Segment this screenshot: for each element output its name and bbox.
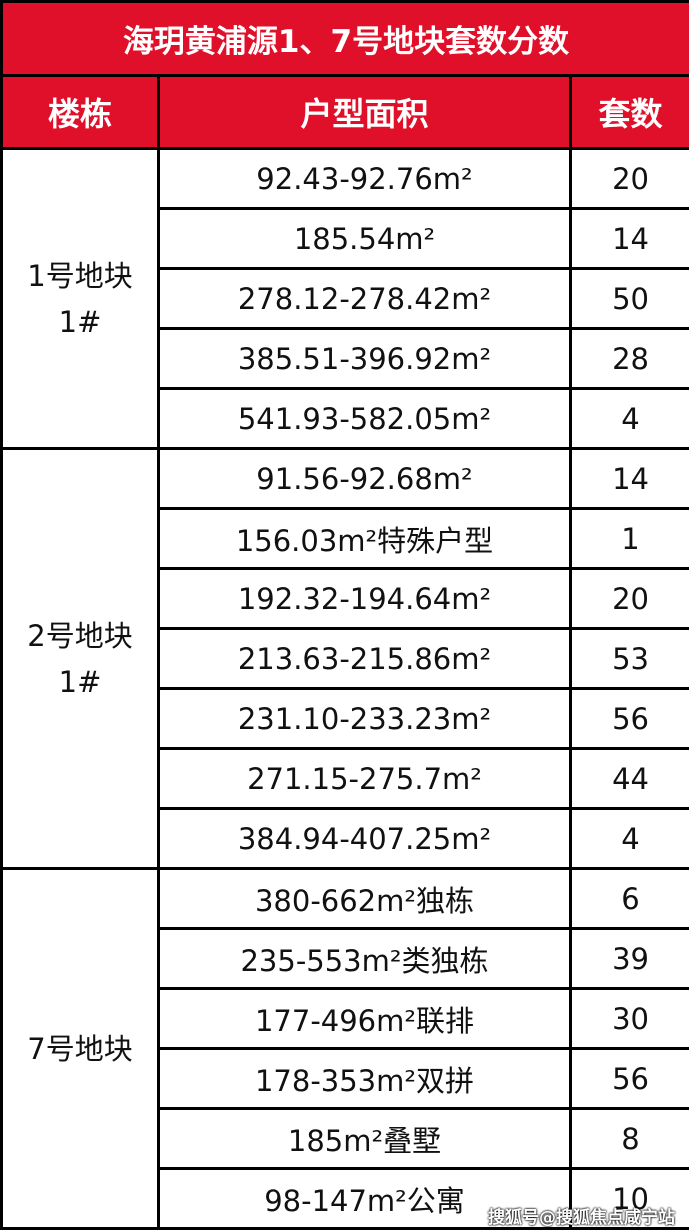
table-row: 185.54m² 14 [2, 207, 689, 270]
table-row: 278.12-278.42m² 50 [2, 267, 689, 330]
building-name: 2号地块 [27, 618, 133, 653]
table-row: 231.10-233.23m² 56 [2, 687, 689, 750]
building-cell: 1号地块 1# [0, 147, 160, 450]
area-cell: 156.03m²特殊户型 [157, 507, 572, 570]
table-row: 178-353m²双拼 56 [2, 1047, 689, 1110]
table-row: 7号地块 380-662m²独栋 6 [0, 867, 689, 1230]
count-cell: 4 [568, 387, 689, 450]
header-count: 套数 [568, 74, 689, 150]
count-cell: 20 [568, 567, 689, 630]
building-cell: 2号地块 1# [0, 447, 160, 870]
area-cell: 231.10-233.23m² [157, 687, 572, 750]
count-cell: 10 [568, 1167, 689, 1230]
count-cell: 8 [568, 1107, 689, 1170]
area-cell: 98-147m²公寓 [157, 1167, 572, 1230]
area-cell: 278.12-278.42m² [157, 267, 572, 330]
count-cell: 1 [568, 507, 689, 570]
count-cell: 56 [568, 687, 689, 750]
area-cell: 192.32-194.64m² [157, 567, 572, 630]
table-row: 541.93-582.05m² 4 [2, 387, 689, 450]
area-cell: 91.56-92.68m² [157, 447, 572, 510]
count-cell: 53 [568, 627, 689, 690]
table-title: 海玥黄浦源1、7号地块套数分数 [0, 0, 689, 77]
area-cell: 185m²叠墅 [157, 1107, 572, 1170]
building-name: 7号地块 [27, 1031, 133, 1066]
area-cell: 271.15-275.7m² [157, 747, 572, 810]
table-row: 98-147m²公寓 10 [2, 1167, 689, 1230]
area-cell: 235-553m²类独栋 [157, 927, 572, 990]
area-cell: 380-662m²独栋 [157, 867, 572, 930]
area-cell: 213.63-215.86m² [157, 627, 572, 690]
count-cell: 14 [568, 207, 689, 270]
table-row: 177-496m²联排 30 [2, 987, 689, 1050]
area-cell: 177-496m²联排 [157, 987, 572, 1050]
count-cell: 50 [568, 267, 689, 330]
table-row: 271.15-275.7m² 44 [2, 747, 689, 810]
count-cell: 6 [568, 867, 689, 930]
count-cell: 14 [568, 447, 689, 510]
building-sub: 1# [58, 304, 102, 339]
count-cell: 56 [568, 1047, 689, 1110]
area-cell: 541.93-582.05m² [157, 387, 572, 450]
area-cell: 92.43-92.76m² [157, 147, 572, 210]
header-building: 楼栋 [0, 74, 160, 150]
table-row: 1号地块 1# 92.43-92.76m² 20 [0, 147, 689, 450]
header-area: 户型面积 [157, 74, 572, 150]
table-row: 213.63-215.86m² 53 [2, 627, 689, 690]
table-row: 192.32-194.64m² 20 [2, 567, 689, 630]
table-row: 385.51-396.92m² 28 [2, 327, 689, 390]
building-name: 1号地块 [27, 258, 133, 293]
table-row: 185m²叠墅 8 [2, 1107, 689, 1170]
area-cell: 384.94-407.25m² [157, 807, 572, 870]
count-cell: 39 [568, 927, 689, 990]
table-row: 2号地块 1# 91.56-92.68m² 14 [0, 447, 689, 870]
building-sub: 1# [58, 664, 102, 699]
table-row: 156.03m²特殊户型 1 [2, 507, 689, 570]
watermark: 搜狐号@搜狐焦点咸宁站 [488, 1208, 675, 1228]
count-cell: 4 [568, 807, 689, 870]
table-row: 384.94-407.25m² 4 [2, 807, 689, 870]
area-cell: 385.51-396.92m² [157, 327, 572, 390]
table-row: 235-553m²类独栋 39 [2, 927, 689, 990]
building-cell: 7号地块 [0, 867, 160, 1230]
area-cell: 178-353m²双拼 [157, 1047, 572, 1110]
count-cell: 20 [568, 147, 689, 210]
count-cell: 30 [568, 987, 689, 1050]
count-cell: 28 [568, 327, 689, 390]
area-cell: 185.54m² [157, 207, 572, 270]
count-cell: 44 [568, 747, 689, 810]
